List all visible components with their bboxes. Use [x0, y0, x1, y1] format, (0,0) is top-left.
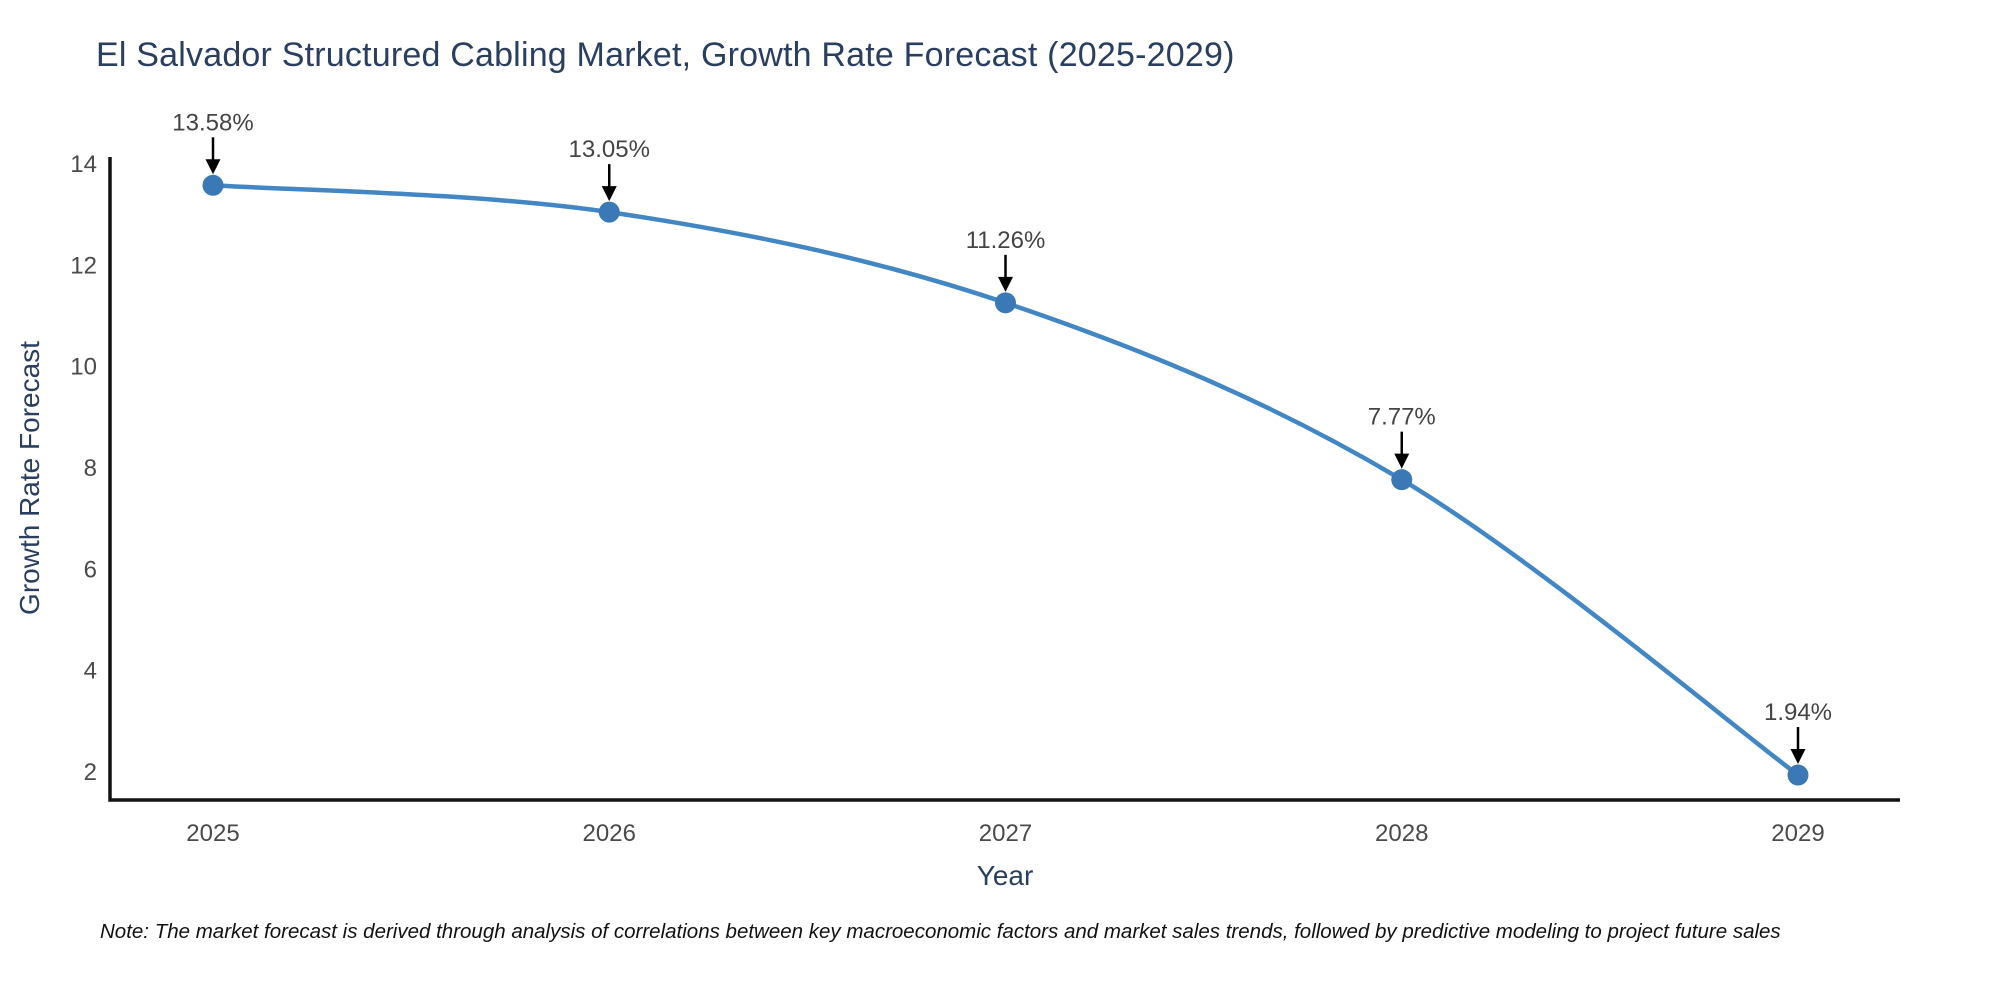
data-point — [598, 201, 620, 223]
x-tick-label: 2028 — [1375, 820, 1428, 847]
y-tick-label: 14 — [70, 151, 97, 178]
x-axis-title: Year — [976, 860, 1034, 891]
footnote: Note: The market forecast is derived thr… — [100, 920, 1781, 943]
data-point — [995, 292, 1016, 314]
data-point — [1391, 469, 1413, 491]
x-tick-label: 2029 — [1771, 820, 1824, 847]
annotation-label: 7.77% — [1368, 404, 1436, 431]
annotation-label: 11.26% — [966, 227, 1046, 254]
annotation-arrow-head-icon — [205, 159, 221, 175]
y-tick-label: 8 — [84, 455, 97, 482]
x-tick-label: 2025 — [186, 820, 239, 847]
x-tick-label: 2027 — [979, 820, 1032, 847]
y-tick-label: 12 — [70, 252, 97, 279]
y-tick-label: 6 — [84, 556, 97, 583]
y-tick-label: 4 — [84, 658, 97, 685]
data-point — [202, 174, 224, 196]
annotation-arrow-head-icon — [1790, 749, 1806, 765]
annotation-arrow-head-icon — [601, 186, 617, 202]
x-tick-label: 2026 — [583, 820, 636, 847]
data-point — [1787, 764, 1809, 786]
y-tick-label: 10 — [70, 354, 97, 381]
chart-title: El Salvador Structured Cabling Market, G… — [96, 36, 1235, 74]
annotation-label: 13.58% — [172, 109, 253, 136]
annotation-arrow-head-icon — [1394, 453, 1410, 469]
annotation-label: 13.05% — [569, 136, 650, 163]
y-axis-title: Growth Rate Forecast — [14, 341, 45, 615]
y-tick-label: 2 — [84, 759, 97, 786]
annotation-label: 1.94% — [1764, 699, 1832, 726]
axis-lines — [108, 157, 1900, 802]
annotation-arrow-head-icon — [998, 276, 1013, 292]
